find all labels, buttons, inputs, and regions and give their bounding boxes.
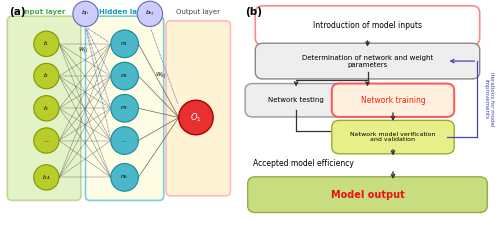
Text: $O_1$: $O_1$ xyxy=(190,111,202,124)
FancyBboxPatch shape xyxy=(332,83,454,117)
Circle shape xyxy=(178,100,213,135)
Text: iterations for model
improvements: iterations for model improvements xyxy=(484,72,494,126)
FancyBboxPatch shape xyxy=(256,43,480,79)
Text: $I_{14}$: $I_{14}$ xyxy=(42,173,51,182)
Circle shape xyxy=(137,1,162,27)
Text: Network model verification
and validation: Network model verification and validatio… xyxy=(350,132,436,142)
Circle shape xyxy=(34,63,59,89)
Text: (b): (b) xyxy=(245,7,262,17)
Text: (a): (a) xyxy=(10,7,26,17)
FancyBboxPatch shape xyxy=(256,6,480,45)
Circle shape xyxy=(111,30,138,58)
Text: Hidden layer: Hidden layer xyxy=(100,8,150,15)
Text: $b_{ji}$: $b_{ji}$ xyxy=(82,9,90,19)
FancyBboxPatch shape xyxy=(332,120,454,154)
Text: $w_{ji}$: $w_{ji}$ xyxy=(78,45,88,56)
Text: Output layer: Output layer xyxy=(176,8,220,15)
Circle shape xyxy=(34,165,59,190)
Circle shape xyxy=(111,127,138,154)
Text: Network testing: Network testing xyxy=(268,97,324,103)
Text: ...: ... xyxy=(44,138,50,143)
Text: Model output: Model output xyxy=(330,190,404,200)
Text: $n_3$: $n_3$ xyxy=(120,104,129,112)
Text: $w_{kj}$: $w_{kj}$ xyxy=(156,71,168,81)
Text: $n_1$: $n_1$ xyxy=(120,40,129,48)
Circle shape xyxy=(34,31,59,56)
FancyBboxPatch shape xyxy=(248,177,488,212)
Text: $b_{kj}$: $b_{kj}$ xyxy=(145,9,155,19)
FancyBboxPatch shape xyxy=(245,83,347,117)
Text: Input layer: Input layer xyxy=(22,8,66,15)
Text: $n_6$: $n_6$ xyxy=(120,173,129,181)
Text: $I_2$: $I_2$ xyxy=(44,72,50,81)
Text: Accepted model efficiency: Accepted model efficiency xyxy=(253,159,354,168)
Circle shape xyxy=(111,164,138,191)
Circle shape xyxy=(34,128,59,153)
Text: $I_1$: $I_1$ xyxy=(44,39,50,48)
FancyBboxPatch shape xyxy=(166,21,230,196)
Circle shape xyxy=(111,62,138,90)
Circle shape xyxy=(34,96,59,121)
Text: $n_2$: $n_2$ xyxy=(120,72,129,80)
Circle shape xyxy=(73,1,98,27)
FancyBboxPatch shape xyxy=(8,16,81,200)
Text: Determination of network and weight
parameters: Determination of network and weight para… xyxy=(302,55,433,68)
Circle shape xyxy=(111,94,138,122)
Text: Introduction of model inputs: Introduction of model inputs xyxy=(313,21,422,30)
Text: $I_3$: $I_3$ xyxy=(44,104,50,113)
Text: ...: ... xyxy=(122,138,128,143)
Text: Network training: Network training xyxy=(360,96,426,105)
FancyBboxPatch shape xyxy=(86,16,164,200)
